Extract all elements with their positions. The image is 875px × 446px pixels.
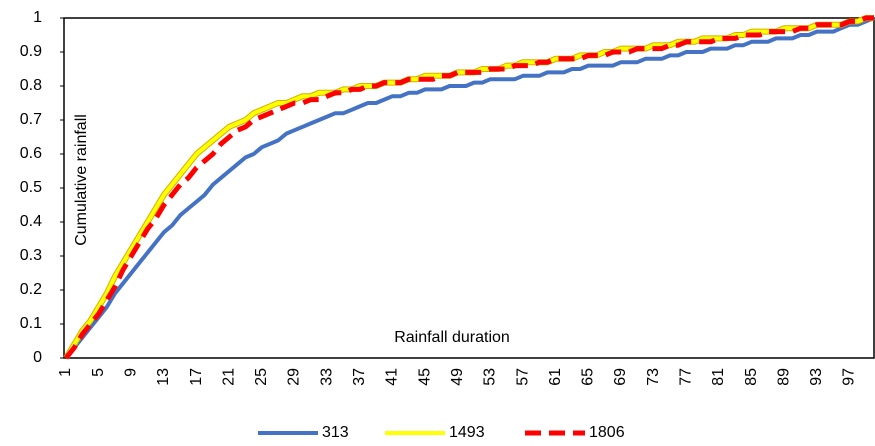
legend-label: 313 xyxy=(322,424,349,441)
y-tick-label: 0.2 xyxy=(20,281,42,298)
x-tick-label: 53 xyxy=(482,368,499,386)
x-tick-label: 77 xyxy=(678,368,695,386)
series-line xyxy=(64,16,874,360)
series-line-outline xyxy=(63,15,874,360)
series-line xyxy=(64,15,874,360)
x-tick-label: 17 xyxy=(188,368,205,386)
y-tick-label: 0.5 xyxy=(20,179,42,196)
y-tick-label: 0.6 xyxy=(20,145,42,162)
x-tick-label: 21 xyxy=(220,368,237,386)
y-axis-label: Cumulative rainfall xyxy=(73,114,90,246)
x-tick-label: 69 xyxy=(612,368,629,386)
x-tick-label: 33 xyxy=(318,368,335,386)
y-tick-label: 1 xyxy=(33,9,42,26)
y-tick-label: 0.7 xyxy=(20,111,42,128)
x-tick-label: 37 xyxy=(351,368,368,386)
y-tick-label: 0 xyxy=(33,349,42,366)
x-tick-label: 89 xyxy=(775,368,792,386)
y-tick-label: 0.4 xyxy=(20,213,42,230)
plot-frame xyxy=(63,17,875,359)
series-line xyxy=(64,16,875,360)
x-tick-label: 13 xyxy=(155,368,172,386)
x-tick-label: 73 xyxy=(645,368,662,386)
y-tick-label: 0.9 xyxy=(20,43,42,60)
legend-label: 1806 xyxy=(589,424,625,441)
y-tick-label: 0.3 xyxy=(20,247,42,264)
x-tick-label: 49 xyxy=(449,368,466,386)
x-tick-label: 61 xyxy=(547,368,564,386)
x-tick-label: 65 xyxy=(580,368,597,386)
x-tick-label: 25 xyxy=(253,368,270,386)
y-tick-label: 0.8 xyxy=(20,77,42,94)
x-tick-label: 9 xyxy=(123,368,140,377)
x-tick-label: 45 xyxy=(416,368,433,386)
x-tick-label: 29 xyxy=(286,368,303,386)
x-tick-label: 5 xyxy=(90,368,107,377)
x-tick-label: 93 xyxy=(808,368,825,386)
x-axis-label: Rainfall duration xyxy=(394,329,510,346)
x-tick-label: 57 xyxy=(514,368,531,386)
x-tick-label: 81 xyxy=(710,368,727,386)
x-tick-label: 85 xyxy=(743,368,760,386)
x-tick-label: 97 xyxy=(841,368,858,386)
x-tick-label: 1 xyxy=(57,368,74,377)
legend-label: 1493 xyxy=(449,424,485,441)
x-tick-label: 41 xyxy=(384,368,401,386)
y-tick-label: 0.1 xyxy=(20,315,42,332)
